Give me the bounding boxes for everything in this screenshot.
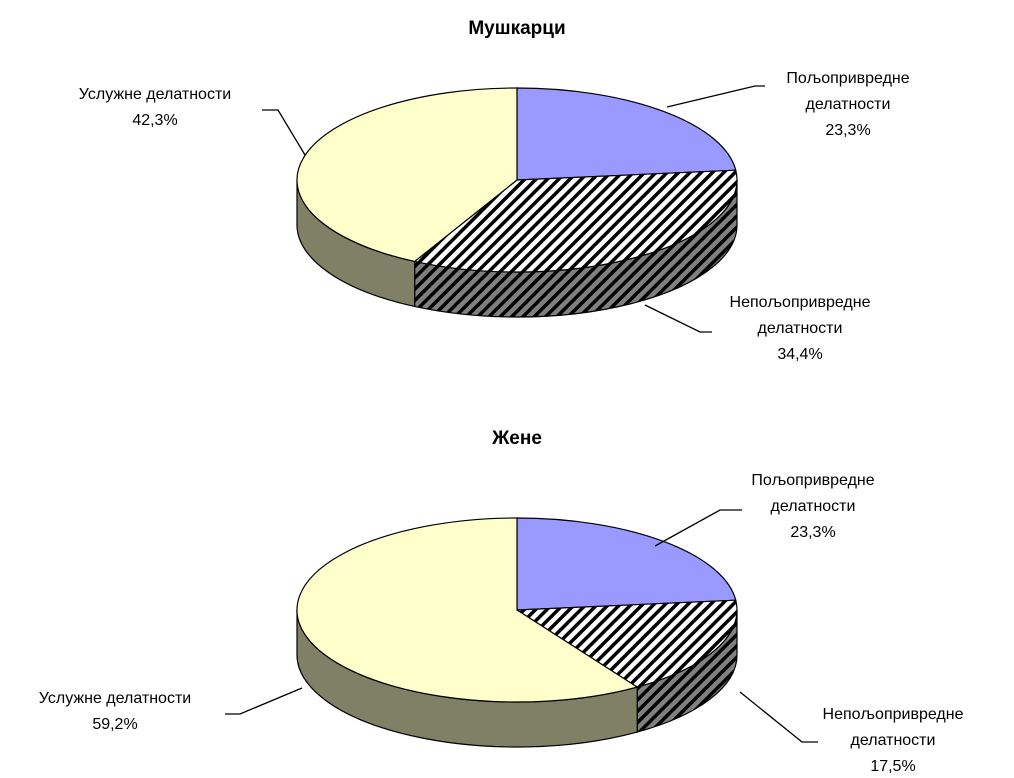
slice (296, 517, 639, 703)
slices (296, 87, 738, 748)
value-label: 23,3% (790, 524, 836, 541)
leader-line (666, 85, 765, 108)
leader-line (225, 687, 303, 715)
category-label: Услужне делатности (78, 86, 232, 103)
category-label: Пољопривредне делатности (751, 472, 875, 515)
category-label: Услужне делатности (38, 690, 192, 707)
slice (516, 87, 737, 181)
data-label: Пољопривредне делатности 23,3% (733, 468, 893, 546)
value-label: 17,5% (870, 758, 916, 775)
value-label: 59,2% (92, 716, 138, 733)
category-label: Непољопривредне делатности (822, 706, 964, 749)
category-label: Пољопривредне делатности (786, 70, 910, 113)
category-label: Непољопривредне делатности (729, 294, 871, 337)
chart-title: Жене (492, 428, 542, 449)
data-label: Непољопривредне делатности 34,4% (700, 290, 900, 368)
slice (515, 599, 738, 688)
data-label: Пољопривредне делатности 23,3% (768, 66, 928, 144)
leader-line (644, 304, 712, 333)
slice (296, 87, 518, 263)
leader-line (654, 509, 742, 547)
value-label: 34,4% (777, 346, 823, 363)
data-label: Непољопривредне делатности 17,5% (793, 702, 993, 778)
value-label: 23,3% (825, 122, 871, 139)
slice (516, 517, 737, 611)
slice (413, 169, 738, 273)
chart-title: Мушкарци (468, 18, 566, 39)
leaders (225, 85, 818, 743)
leader-line (739, 691, 818, 743)
leader-line (262, 109, 306, 156)
value-label: 42,3% (132, 112, 178, 129)
data-label: Услужне делатности 59,2% (0, 686, 245, 738)
data-label: Услужне делатности 42,3% (25, 82, 285, 134)
